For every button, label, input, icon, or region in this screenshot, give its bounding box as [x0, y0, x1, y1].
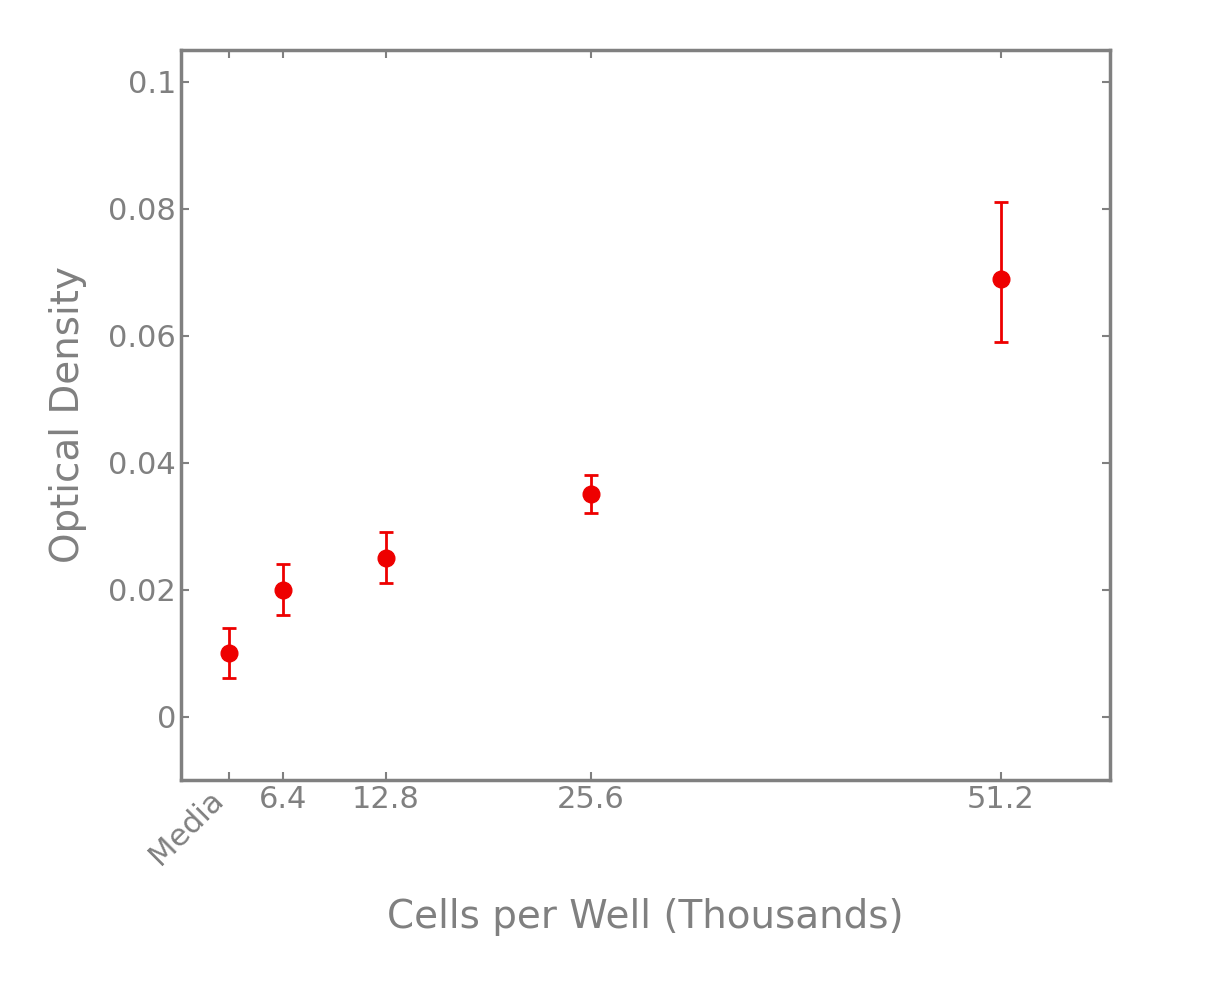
X-axis label: Cells per Well (Thousands): Cells per Well (Thousands) — [387, 898, 903, 936]
Y-axis label: Optical Density: Optical Density — [49, 267, 87, 563]
